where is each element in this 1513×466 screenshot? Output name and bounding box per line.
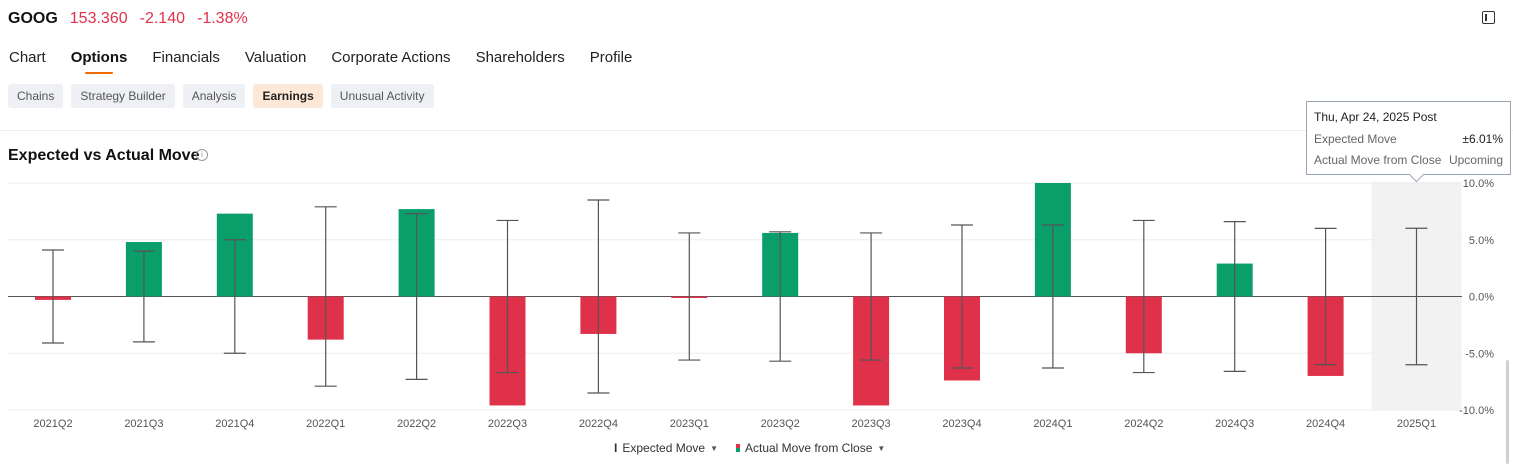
- chart-legend: I Expected Move ▼ Actual Move from Close…: [614, 441, 885, 455]
- section-title: Expected vs Actual Move: [8, 147, 200, 164]
- x-tick-label: 2022Q4: [579, 418, 618, 430]
- x-tick-label: 2025Q1: [1397, 418, 1436, 430]
- y-tick-label: 0.0%: [1469, 292, 1494, 304]
- subtab-strategy-builder[interactable]: Strategy Builder: [71, 84, 175, 108]
- y-tick-label: -5.0%: [1465, 348, 1494, 360]
- collapse-panel-icon[interactable]: [1482, 11, 1495, 24]
- x-tick-label: 2022Q2: [397, 418, 436, 430]
- options-subtabs: Chains Strategy Builder Analysis Earning…: [8, 84, 434, 108]
- x-tick-label: 2022Q1: [306, 418, 345, 430]
- chart-tooltip: Thu, Apr 24, 2025 Post Expected Move ±6.…: [1306, 101, 1511, 183]
- subtab-chains[interactable]: Chains: [8, 84, 64, 108]
- legend-actual-move[interactable]: Actual Move from Close ▼: [735, 441, 886, 455]
- legend-actual-label: Actual Move from Close: [744, 441, 873, 455]
- tooltip-row-actual: Actual Move from Close Upcoming: [1314, 153, 1503, 167]
- tooltip-label: Actual Move from Close: [1314, 153, 1442, 167]
- legend-expected-label: Expected Move: [622, 441, 706, 455]
- tooltip-date: Thu, Apr 24, 2025 Post: [1314, 110, 1437, 124]
- subtab-unusual-activity[interactable]: Unusual Activity: [330, 84, 434, 108]
- x-tick-label: 2024Q1: [1033, 418, 1072, 430]
- tooltip-row-expected: Expected Move ±6.01%: [1314, 132, 1503, 146]
- y-tick-label: -10.0%: [1459, 405, 1494, 417]
- main-tabs: Chart Options Financials Valuation Corpo…: [9, 49, 657, 74]
- x-tick-label: 2023Q1: [670, 418, 709, 430]
- x-tick-label: 2023Q4: [942, 418, 981, 430]
- x-tick-label: 2022Q3: [488, 418, 527, 430]
- x-tick-label: 2024Q3: [1215, 418, 1254, 430]
- x-tick-label: 2023Q2: [761, 418, 800, 430]
- tab-corporate-actions[interactable]: Corporate Actions: [331, 49, 451, 66]
- subtab-analysis[interactable]: Analysis: [182, 84, 246, 108]
- x-tick-label: 2021Q4: [215, 418, 254, 430]
- price-change: -2.140: [139, 10, 185, 27]
- tab-options[interactable]: Options: [70, 49, 128, 74]
- subtab-earnings[interactable]: Earnings: [253, 84, 323, 108]
- last-price: 153.360: [69, 10, 128, 27]
- x-tick-label: 2023Q3: [852, 418, 891, 430]
- tooltip-label: Expected Move: [1314, 132, 1397, 146]
- caret-down-icon: ▼: [877, 443, 886, 453]
- tab-profile[interactable]: Profile: [589, 49, 633, 66]
- tooltip-value: Upcoming: [1448, 153, 1503, 167]
- tab-chart[interactable]: Chart: [9, 49, 46, 66]
- caret-down-icon: ▼: [710, 443, 718, 453]
- tab-financials[interactable]: Financials: [152, 49, 220, 66]
- price-change-percent: -1.38%: [197, 10, 248, 27]
- quote-header: GOOG 153.360 -2.140 -1.38%: [8, 10, 248, 28]
- actual-move-bar-icon: [735, 444, 740, 452]
- y-tick-label: 5.0%: [1469, 235, 1494, 247]
- ticker-symbol: GOOG: [8, 10, 58, 27]
- tab-shareholders[interactable]: Shareholders: [475, 49, 565, 66]
- info-icon[interactable]: i: [196, 149, 208, 161]
- y-tick-label: 10.0%: [1463, 178, 1494, 190]
- vertical-scrollbar[interactable]: [1506, 360, 1509, 464]
- x-tick-label: 2021Q3: [124, 418, 163, 430]
- legend-expected-move[interactable]: I Expected Move ▼: [614, 441, 718, 455]
- tab-valuation[interactable]: Valuation: [244, 49, 307, 66]
- section-divider: [0, 130, 1513, 131]
- x-tick-label: 2024Q2: [1124, 418, 1163, 430]
- x-tick-label: 2021Q2: [33, 418, 72, 430]
- tooltip-value: ±6.01%: [1462, 132, 1503, 146]
- expected-move-whisker-icon: I: [614, 441, 618, 455]
- x-tick-label: 2024Q4: [1306, 418, 1345, 430]
